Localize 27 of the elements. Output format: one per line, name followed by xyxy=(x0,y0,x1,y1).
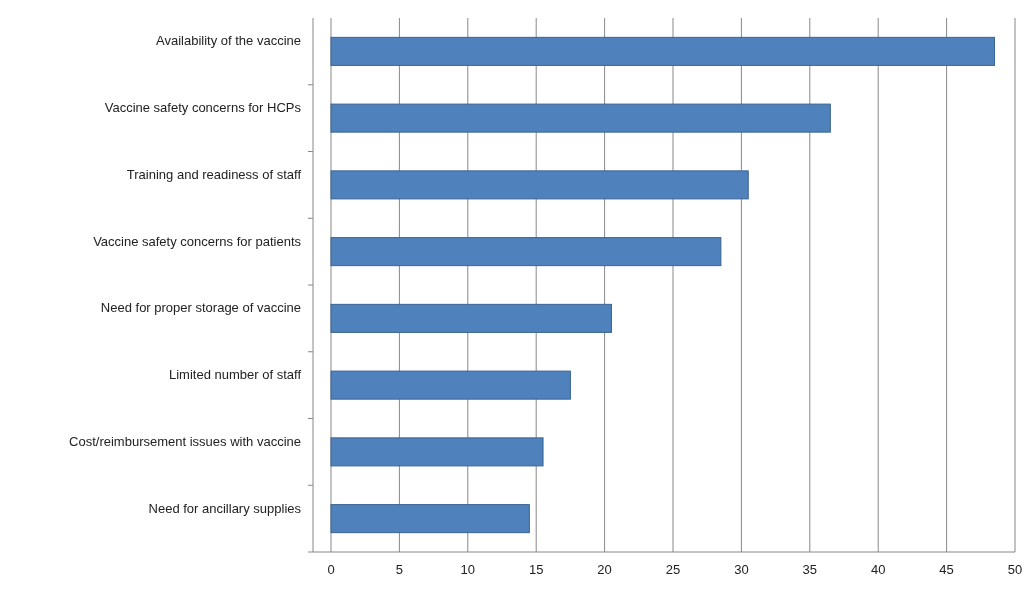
bar xyxy=(330,103,831,133)
bar xyxy=(330,437,544,467)
x-tick-label: 45 xyxy=(939,562,954,577)
x-tick-label: 20 xyxy=(597,562,612,577)
bar xyxy=(330,504,530,534)
x-tick-label: 0 xyxy=(327,562,335,577)
x-tick-label: 40 xyxy=(870,562,886,577)
y-tick-label: Vaccine safety concerns for HCPs xyxy=(104,100,302,116)
y-tick-label: Need for ancillary supplies xyxy=(148,500,302,516)
x-tick-label: 50 xyxy=(1007,562,1023,577)
x-tick-label: 5 xyxy=(395,562,404,577)
bar xyxy=(330,303,612,333)
x-tick-label: 15 xyxy=(528,562,544,577)
bar xyxy=(330,237,722,267)
y-tick-label: Need for proper storage of vaccine xyxy=(100,300,301,316)
y-tick-label: Limited number of staff xyxy=(169,367,302,383)
x-tick-label: 10 xyxy=(460,562,476,577)
y-tick-label: Availability of the vaccine xyxy=(155,33,301,49)
y-tick-label: Cost/reimbursement issues with vaccine xyxy=(69,433,301,449)
y-tick-label: Vaccine safety concerns for patients xyxy=(93,233,302,249)
bar xyxy=(330,370,571,400)
bar xyxy=(330,170,749,200)
x-tick-label: 35 xyxy=(802,562,818,577)
x-tick-label: 25 xyxy=(665,562,681,577)
y-tick-label: Training and readiness of staff xyxy=(126,166,302,182)
bar xyxy=(330,36,995,66)
x-tick-label: 30 xyxy=(734,562,749,577)
